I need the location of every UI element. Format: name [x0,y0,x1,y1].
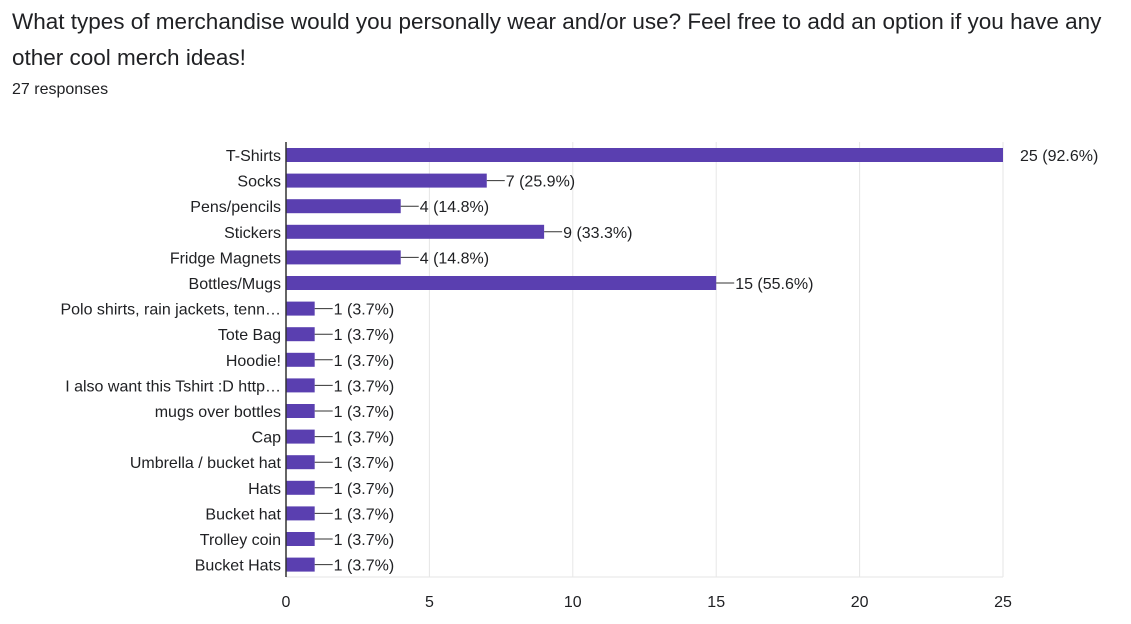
data-label: 9 (33.3%) [563,225,632,242]
category-label: Tote Bag [218,327,281,344]
bar [286,173,487,188]
x-tick-label: 25 [994,594,1012,611]
x-tick-label: 20 [851,594,869,611]
data-label: 7 (25.9%) [506,174,575,191]
bar [286,506,315,521]
data-label: 1 (3.7%) [334,430,394,447]
data-label: 1 (3.7%) [334,532,394,549]
bar [286,480,315,495]
data-label: 1 (3.7%) [334,558,394,575]
data-label: 1 (3.7%) [334,353,394,370]
response-count: 27 responses [12,81,109,98]
bar [286,327,315,342]
category-label: Bucket Hats [195,558,281,575]
bar [286,404,315,418]
x-tick-label: 15 [707,594,725,611]
x-tick-label: 5 [425,594,434,611]
category-label: Bucket hat [205,506,281,523]
category-label: T-Shirts [226,148,281,165]
category-label: Bottles/Mugs [189,276,281,293]
category-label: Socks [237,174,281,191]
bar [286,148,1003,162]
data-label: 1 (3.7%) [334,481,394,498]
category-label: Hats [248,481,281,498]
data-label: 1 (3.7%) [334,506,394,523]
bar [286,250,401,265]
category-label: Polo shirts, rain jackets, tenn… [60,302,281,319]
bar [286,378,315,393]
data-label: 4 (14.8%) [420,199,489,216]
bar [286,557,315,572]
bar [286,352,315,367]
data-label: 4 (14.8%) [420,250,489,267]
bar [286,199,401,214]
category-label: I also want this Tshirt :D http… [65,378,281,395]
question-title: What types of merchandise would you pers… [12,9,1102,70]
bar [286,429,315,444]
category-label: Stickers [224,225,281,242]
data-label: 1 (3.7%) [334,327,394,344]
data-label: 1 (3.7%) [334,302,394,319]
bar [286,301,315,316]
bar [286,224,545,239]
category-label: Cap [252,430,281,447]
data-label: 15 (55.6%) [735,276,813,293]
bar [286,532,315,546]
x-tick-label: 0 [282,594,291,611]
category-label: Umbrella / bucket hat [130,455,282,472]
category-label: Hoodie! [226,353,281,370]
bar [286,276,717,290]
data-label: 1 (3.7%) [334,404,394,421]
category-label: mugs over bottles [155,404,281,421]
data-label: 1 (3.7%) [334,378,394,395]
category-label: Pens/pencils [190,199,281,216]
category-label: Trolley coin [200,532,281,549]
category-label: Fridge Magnets [170,250,281,267]
x-tick-label: 10 [564,594,582,611]
bar [286,455,315,470]
data-label: 1 (3.7%) [334,455,394,472]
data-label: 25 (92.6%) [1020,148,1098,165]
